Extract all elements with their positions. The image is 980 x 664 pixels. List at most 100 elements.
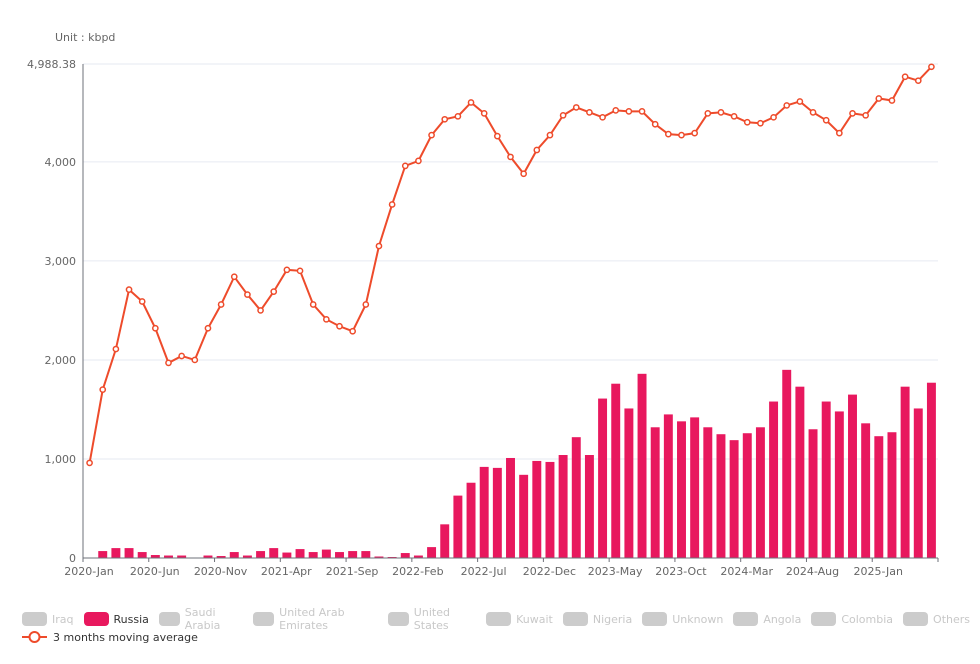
line-point[interactable]	[257, 307, 264, 314]
line-point[interactable]	[112, 345, 120, 353]
bar-russia[interactable]	[308, 552, 318, 558]
bar-russia[interactable]	[400, 553, 410, 558]
bar-russia[interactable]	[256, 551, 266, 558]
bar-russia[interactable]	[716, 434, 726, 558]
line-point[interactable]	[151, 324, 159, 332]
line-point[interactable]	[822, 116, 830, 124]
bar-russia[interactable]	[690, 417, 700, 558]
legend-item-united-states[interactable]: United States	[387, 606, 476, 632]
bar-russia[interactable]	[913, 408, 923, 558]
line-point[interactable]	[178, 352, 186, 360]
line-point[interactable]	[888, 97, 896, 104]
bar-russia[interactable]	[755, 427, 765, 558]
line-point[interactable]	[901, 73, 909, 81]
line-point[interactable]	[914, 77, 922, 85]
line-point[interactable]	[875, 95, 883, 102]
legend-item-russia[interactable]: Russia	[83, 612, 149, 626]
bar-russia[interactable]	[887, 432, 897, 558]
line-point[interactable]	[244, 291, 251, 298]
line-point[interactable]	[125, 286, 133, 293]
line-point[interactable]	[270, 288, 278, 295]
line-point[interactable]	[283, 266, 291, 274]
bar-russia[interactable]	[861, 423, 871, 558]
bar-russia[interactable]	[624, 408, 634, 558]
bar-russia[interactable]	[532, 460, 542, 558]
line-point[interactable]	[757, 119, 764, 127]
bar-russia[interactable]	[703, 427, 713, 558]
legend-item-moving-average[interactable]: 3 months moving average	[22, 630, 198, 644]
line-point[interactable]	[678, 131, 685, 139]
bar-russia[interactable]	[742, 433, 752, 558]
line-point[interactable]	[401, 162, 409, 170]
line-point[interactable]	[625, 108, 633, 115]
bar-russia[interactable]	[335, 552, 344, 558]
bar-russia[interactable]	[519, 474, 529, 558]
bar-russia[interactable]	[598, 398, 608, 558]
bar-russia[interactable]	[545, 461, 555, 558]
line-point[interactable]	[559, 111, 567, 119]
line-point[interactable]	[783, 102, 791, 109]
line-point[interactable]	[743, 118, 751, 126]
bar-russia[interactable]	[413, 555, 423, 558]
line-point[interactable]	[533, 146, 541, 154]
bar-russia[interactable]	[453, 495, 463, 558]
line-point[interactable]	[480, 110, 488, 117]
line-point[interactable]	[336, 322, 343, 330]
bar-russia[interactable]	[479, 466, 489, 558]
line-point[interactable]	[599, 113, 606, 121]
line-point[interactable]	[388, 201, 396, 208]
legend-item-united-arab-emirates[interactable]: United Arab Emirates	[253, 606, 378, 632]
line-point[interactable]	[428, 131, 435, 139]
bar-russia[interactable]	[571, 437, 581, 558]
line-point[interactable]	[520, 170, 528, 178]
bar-russia[interactable]	[361, 551, 371, 558]
bar-russia[interactable]	[427, 547, 437, 558]
legend-item-colombia[interactable]: Colombia	[811, 612, 893, 626]
bar-russia[interactable]	[729, 440, 739, 558]
line-point[interactable]	[349, 327, 357, 335]
line-point[interactable]	[493, 132, 501, 140]
bar-russia[interactable]	[150, 555, 160, 558]
legend-item-nigeria[interactable]: Nigeria	[562, 612, 632, 626]
bar-russia[interactable]	[663, 414, 673, 558]
line-point[interactable]	[507, 153, 514, 161]
bar-russia[interactable]	[164, 555, 173, 558]
bar-russia[interactable]	[216, 556, 226, 558]
legend-item-others[interactable]: Others	[903, 612, 970, 626]
line-point[interactable]	[99, 386, 107, 393]
line-point[interactable]	[454, 112, 462, 120]
line-point[interactable]	[717, 109, 725, 116]
legend-item-saudi-arabia[interactable]: Saudi Arabia	[158, 606, 243, 632]
line-point[interactable]	[849, 110, 856, 117]
bar-russia[interactable]	[637, 373, 647, 558]
bar-russia[interactable]	[229, 552, 239, 558]
bar-russia[interactable]	[677, 421, 686, 558]
bar-russia[interactable]	[269, 548, 279, 558]
line-point[interactable]	[191, 356, 199, 364]
line-point[interactable]	[138, 298, 146, 305]
bar-russia[interactable]	[98, 551, 108, 558]
line-point[interactable]	[796, 98, 804, 105]
bar-russia[interactable]	[177, 555, 187, 558]
line-point[interactable]	[704, 110, 712, 117]
legend-item-unknown[interactable]: Unknown	[642, 612, 723, 626]
bar-russia[interactable]	[374, 556, 384, 558]
line-point[interactable]	[862, 111, 870, 119]
line-point[interactable]	[691, 129, 699, 137]
bar-russia[interactable]	[124, 548, 134, 558]
line-point[interactable]	[572, 104, 580, 111]
legend-item-kuwait[interactable]: Kuwait	[486, 612, 553, 626]
bar-russia[interactable]	[321, 549, 331, 558]
moving-average-line[interactable]	[86, 63, 935, 467]
bar-russia[interactable]	[611, 383, 621, 558]
line-point[interactable]	[730, 112, 738, 120]
line-point[interactable]	[664, 130, 672, 138]
line-point[interactable]	[322, 315, 330, 323]
line-point[interactable]	[165, 359, 172, 367]
legend-item-angola[interactable]: Angola	[733, 612, 801, 626]
bar-russia[interactable]	[926, 382, 936, 558]
bar-russia[interactable]	[506, 457, 515, 558]
bar-russia[interactable]	[808, 429, 818, 558]
bar-russia[interactable]	[348, 551, 358, 558]
line-point[interactable]	[204, 324, 212, 332]
